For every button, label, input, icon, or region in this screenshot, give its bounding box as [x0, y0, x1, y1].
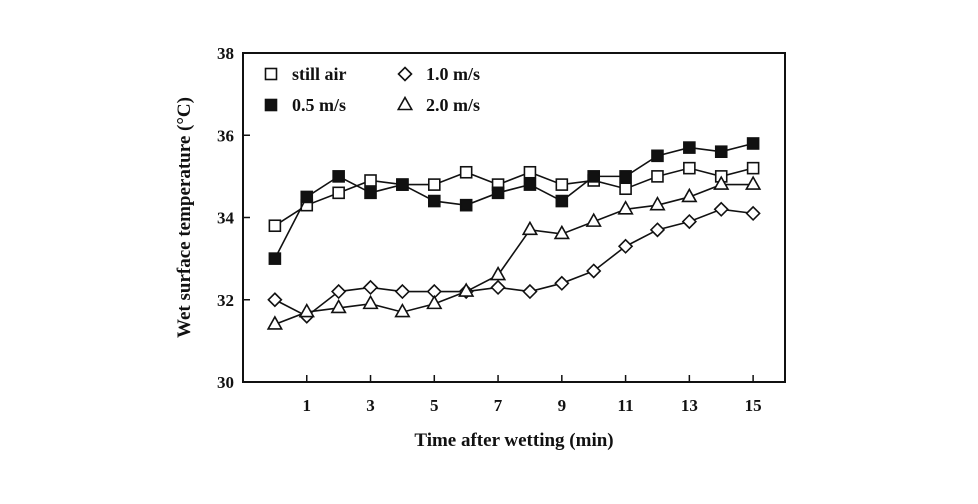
- y-tick-label: 34: [217, 209, 235, 228]
- data-point: [523, 178, 537, 191]
- data-point: [267, 292, 283, 308]
- data-point: [586, 263, 602, 279]
- x-tick-label: 5: [430, 396, 439, 415]
- legend-label: 2.0 m/s: [426, 95, 480, 115]
- data-point: [396, 178, 409, 191]
- data-point: [427, 194, 441, 208]
- data-point: [617, 238, 634, 254]
- data-point: [426, 294, 443, 310]
- data-point: [490, 279, 506, 296]
- data-point: [268, 219, 282, 233]
- data-point: [554, 275, 570, 291]
- data-point: [268, 252, 282, 265]
- y-tick-label: 32: [217, 291, 234, 310]
- x-tick-label: 3: [366, 396, 375, 415]
- legend-marker: [264, 98, 278, 112]
- data-point: [394, 302, 411, 318]
- data-point: [523, 165, 537, 179]
- data-point: [555, 194, 569, 208]
- legend-label: 0.5 m/s: [292, 95, 346, 115]
- data-point: [298, 302, 315, 318]
- data-point: [266, 315, 284, 330]
- data-point: [746, 161, 760, 175]
- series-3: [266, 175, 762, 330]
- x-tick-label: 15: [745, 396, 762, 415]
- data-point: [587, 170, 601, 183]
- data-point: [745, 205, 761, 222]
- data-point: [300, 190, 314, 204]
- data-point: [332, 170, 345, 183]
- data-point: [619, 170, 632, 183]
- data-point: [713, 175, 730, 190]
- series-line: [274, 142, 754, 259]
- data-point: [459, 198, 473, 212]
- data-point: [683, 141, 696, 154]
- data-point: [585, 212, 602, 227]
- data-point: [744, 175, 762, 190]
- legend-item: still air: [264, 64, 347, 84]
- legend-item: 2.0 m/s: [396, 95, 480, 115]
- data-point: [362, 279, 379, 296]
- data-point: [713, 201, 729, 217]
- data-point: [683, 161, 696, 175]
- legend: still air 0.5 m/s 1.0 m/s 2.0 m/s: [264, 64, 480, 115]
- data-point: [427, 178, 441, 191]
- series-layer: [266, 137, 762, 330]
- y-tick-label: 36: [217, 126, 234, 145]
- data-point: [459, 165, 473, 179]
- data-point: [331, 283, 347, 300]
- data-point: [332, 186, 345, 200]
- data-point: [649, 196, 666, 211]
- data-point: [555, 178, 569, 191]
- legend-marker: [264, 67, 278, 81]
- data-point: [330, 298, 347, 314]
- data-point: [746, 137, 760, 150]
- data-point: [521, 220, 539, 236]
- legend-item: 0.5 m/s: [264, 95, 346, 115]
- x-tick-label: 11: [618, 396, 634, 415]
- data-point: [681, 187, 698, 203]
- data-point: [362, 294, 379, 310]
- data-point: [491, 186, 505, 200]
- x-tick-label: 1: [303, 396, 312, 415]
- data-point: [651, 149, 664, 163]
- data-point: [714, 145, 728, 158]
- y-tick-label: 38: [217, 44, 234, 63]
- legend-label: 1.0 m/s: [426, 64, 480, 84]
- data-point: [522, 283, 538, 300]
- series-2: [267, 201, 761, 324]
- data-point: [394, 283, 411, 300]
- data-point: [649, 222, 666, 238]
- x-axis-title: Time after wetting (min): [414, 430, 613, 451]
- data-point: [651, 170, 664, 183]
- data-point: [364, 186, 377, 200]
- x-tick-label: 7: [494, 396, 503, 415]
- data-point: [553, 224, 570, 240]
- data-point: [364, 174, 377, 187]
- legend-item: 1.0 m/s: [397, 64, 480, 84]
- legend-label: still air: [292, 64, 347, 84]
- data-point: [617, 200, 634, 215]
- legend-marker: [396, 95, 414, 111]
- x-tick-label: 13: [681, 396, 698, 415]
- data-point: [458, 282, 475, 297]
- series-1: [268, 137, 760, 265]
- y-axis-title: Wet surface temperature (°C): [174, 97, 195, 338]
- x-tick-label: 9: [558, 396, 567, 415]
- data-point: [619, 182, 632, 196]
- y-tick-label: 30: [217, 373, 234, 392]
- data-point: [681, 213, 697, 230]
- series-line: [274, 208, 754, 318]
- series-line: [274, 183, 754, 326]
- legend-marker: [397, 66, 413, 82]
- series-line: [274, 167, 754, 227]
- data-point: [489, 265, 507, 281]
